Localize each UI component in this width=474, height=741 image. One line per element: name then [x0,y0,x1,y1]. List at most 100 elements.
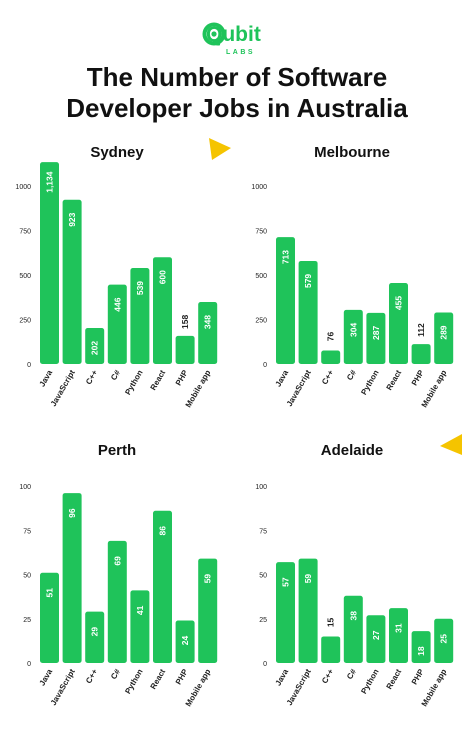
y-tick-label: 500 [255,273,267,280]
data-label: 76 [326,331,336,341]
y-tick-label: 0 [27,362,31,369]
chart-perth: Perth025507510051Java96JavaScript29C++69… [19,442,218,708]
bar-c- [343,309,363,364]
x-tick-label: Python [359,667,380,695]
x-tick-label: React [149,667,168,691]
bar-java [40,162,59,364]
bar-react [389,608,408,663]
data-label: 18 [416,646,426,656]
x-tick-label: Java [38,667,55,687]
bar-c- [85,328,105,364]
page-title-line-1: The Number of Software [86,62,388,92]
data-label: 38 [348,611,358,621]
x-tick-label: C# [345,368,358,382]
decorative-triangle-icon [440,434,462,455]
x-tick-label: C# [345,667,358,681]
data-label: 446 [112,297,122,311]
data-label: 15 [326,617,336,627]
x-tick-label: C++ [84,368,100,386]
data-label: 69 [112,556,122,566]
y-tick-label: 0 [263,362,267,369]
bar-python [366,312,386,364]
data-label: 713 [281,250,291,264]
logo-text: Qubit [206,23,261,46]
data-label: 96 [67,508,77,518]
y-tick-label: 250 [255,318,267,325]
data-label: 59 [203,574,213,584]
bar-java [276,562,295,663]
bar-javascript [298,260,318,364]
data-label: 25 [439,634,449,644]
data-label: 41 [135,605,145,615]
y-tick-label: 100 [255,484,267,491]
bar-react [153,510,172,663]
bar-javascript [62,493,82,663]
chart-title: Adelaide [321,442,384,459]
bar-php [411,344,431,364]
page-title: The Number of Software Developer Jobs in… [0,62,474,124]
page-title-line-2: Developer Jobs in Australia [66,93,408,123]
bar-c- [321,350,341,364]
data-label: 289 [439,325,449,339]
x-tick-label: Java [274,667,291,687]
bar-php [411,631,431,663]
x-tick-label: Python [123,368,144,396]
y-tick-label: 0 [27,661,31,668]
y-tick-label: 500 [19,273,31,280]
bar-c- [107,284,127,364]
y-tick-label: 100 [19,484,31,491]
x-tick-label: PHP [174,368,190,387]
data-label: 51 [45,588,55,598]
data-label: 923 [67,212,77,226]
y-tick-label: 75 [259,528,267,535]
qubit-labs-logo: Qubit LABS [202,22,261,56]
decorative-triangle-icon [209,138,231,160]
y-tick-label: 750 [19,229,31,236]
data-label: 112 [416,323,426,337]
bar-mobile-app [434,618,454,663]
data-label: 1,134 [45,171,55,193]
y-tick-label: 1000 [251,184,267,191]
data-label: 455 [394,296,404,310]
y-tick-label: 1000 [15,184,31,191]
data-label: 31 [394,623,404,633]
bar-react [153,257,172,364]
x-tick-label: Java [38,368,55,388]
bar-c- [321,636,341,663]
data-label: 59 [303,574,313,584]
data-label: 27 [371,630,381,640]
bar-mobile-app [198,302,218,364]
x-tick-label: Python [359,368,380,396]
bar-python [366,615,386,663]
x-tick-label: React [385,667,404,691]
x-tick-label: React [385,368,404,392]
chart-adelaide: Adelaide025507510057Java59JavaScript15C+… [255,442,454,708]
bar-python [130,590,150,663]
bar-mobile-app [198,558,218,663]
bar-php [175,620,195,663]
data-label: 348 [203,315,213,329]
y-tick-label: 250 [19,318,31,325]
data-label: 86 [158,526,168,536]
chart-melbourne: Melbourne02505007501000713Java579JavaScr… [251,144,454,409]
x-tick-label: C# [109,368,122,382]
data-label: 287 [371,326,381,340]
bar-java [40,572,59,663]
bar-python [130,268,150,364]
data-label: 29 [90,627,100,637]
logo-subtext: LABS [226,49,255,56]
y-tick-label: 750 [255,229,267,236]
data-label: 304 [348,323,358,337]
y-tick-label: 0 [263,661,267,668]
x-tick-label: Java [274,368,291,388]
data-label: 57 [281,577,291,587]
y-tick-label: 50 [23,573,31,580]
x-tick-label: PHP [410,667,426,686]
bar-javascript [62,199,82,364]
y-tick-label: 50 [259,573,267,580]
x-tick-label: React [149,368,168,392]
x-tick-label: C# [109,667,122,681]
bar-php [175,335,195,364]
